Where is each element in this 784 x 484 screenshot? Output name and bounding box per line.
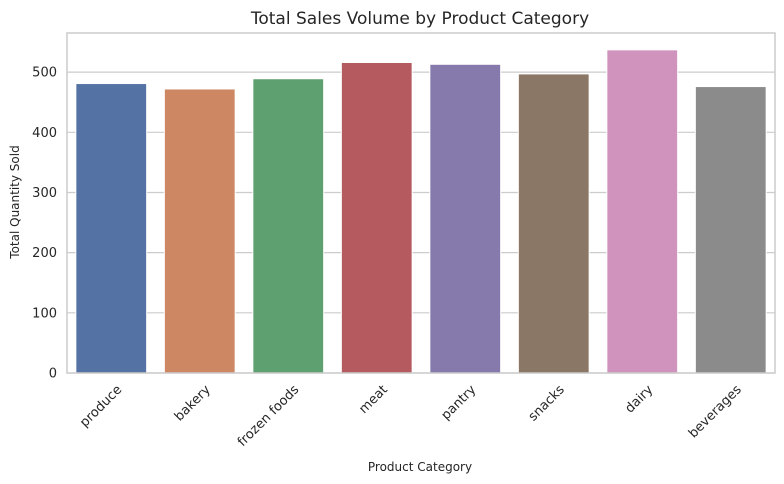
x-axis-label: Product Category [368,460,472,474]
x-tick-label: meat [356,382,390,416]
bar-meat [340,61,413,374]
chart-title: Total Sales Volume by Product Category [250,9,589,29]
y-tick-label: 300 [32,186,57,201]
y-tick-label: 200 [32,246,57,261]
y-tick-label: 100 [32,306,57,321]
x-tick-label: snacks [526,382,568,424]
y-tick-label: 400 [32,126,57,141]
plot-frame [66,32,776,374]
y-tick-labels: 0 100 200 300 400 500 [32,66,57,382]
x-tick-label: frozen foods [235,382,303,450]
x-tick-label: dairy [622,382,656,416]
bar-produce [75,83,148,374]
bar-dairy [606,49,679,374]
y-axis-label: Total Quantity Sold [8,145,22,259]
x-tick-label: bakery [172,382,214,424]
y-tick-label: 0 [49,367,57,382]
x-tick-label: pantry [439,382,480,423]
x-tick-label: produce [77,382,125,430]
bar-frozen-foods [252,78,325,374]
bar-bakery [163,88,236,374]
bar-snacks [517,73,590,374]
bar-pantry [429,63,502,374]
bars [75,49,767,374]
bar-beverages [694,86,767,374]
x-tick-labels: produce bakery frozen foods meat pantry snack… [77,382,745,450]
x-tick-label: beverages [686,382,745,441]
y-tick-label: 500 [32,66,57,81]
